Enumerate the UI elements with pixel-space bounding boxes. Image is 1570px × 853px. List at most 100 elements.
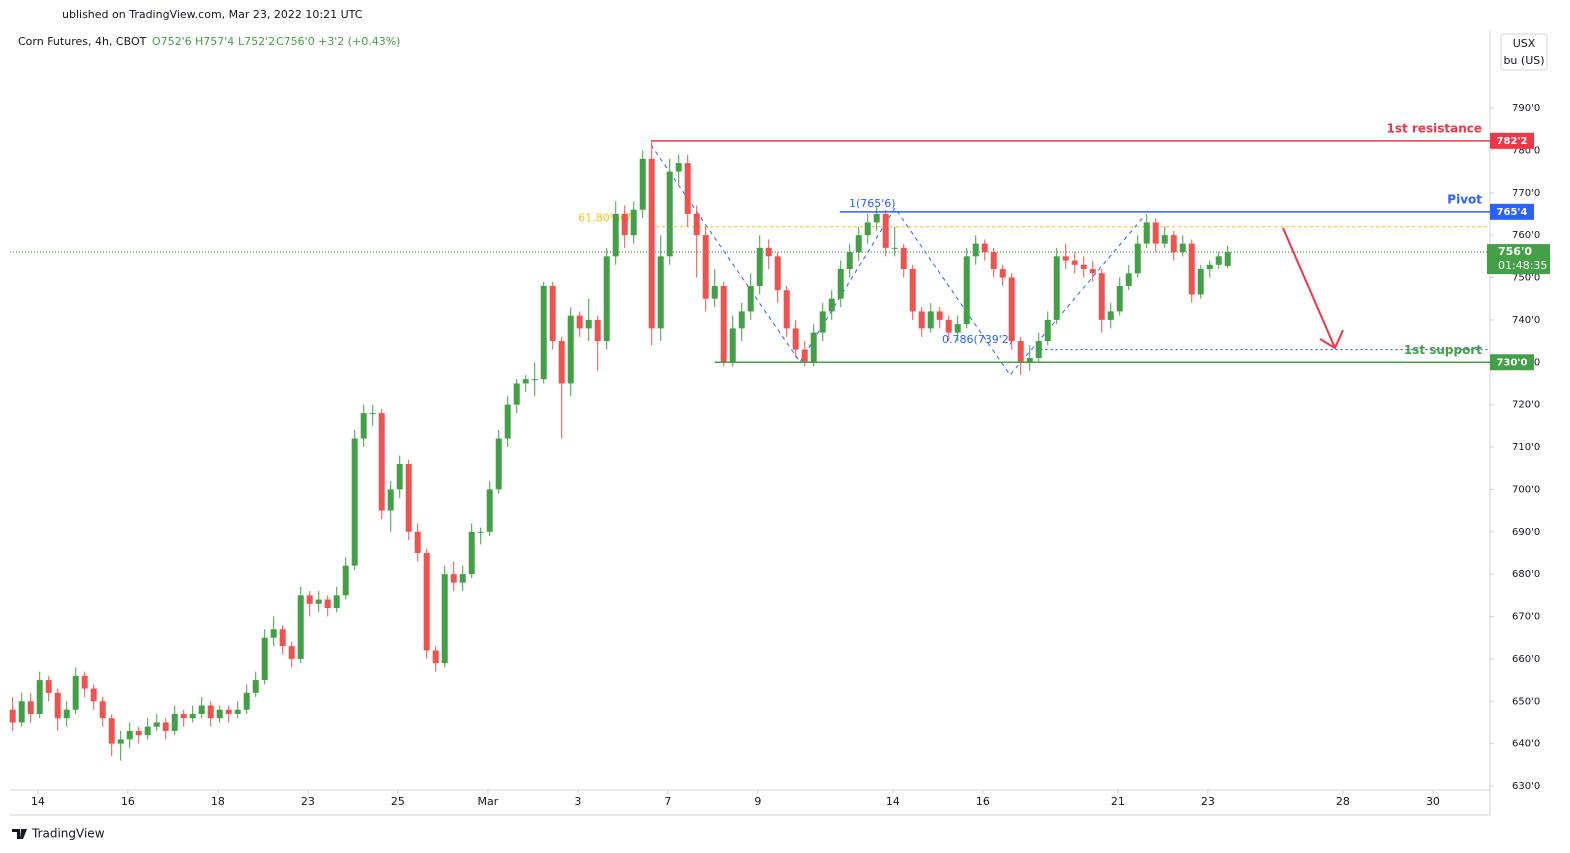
- y-tick-label: 710'0: [1512, 442, 1540, 453]
- logo: [12, 829, 27, 839]
- candle-body: [684, 163, 691, 214]
- candle-body: [243, 692, 250, 710]
- candle-body: [693, 213, 700, 236]
- candle-body: [783, 290, 790, 329]
- candle-body: [117, 739, 124, 744]
- candle-body: [171, 713, 178, 731]
- candle-body: [531, 379, 538, 381]
- candle-body: [477, 531, 484, 533]
- level-label: 765'4: [1497, 207, 1528, 218]
- candle-body: [990, 252, 997, 270]
- y-tick-label: 780'0: [1512, 145, 1540, 156]
- y-tick-label: 660'0: [1512, 654, 1540, 665]
- candle-body: [666, 171, 673, 257]
- currency-box[interactable]: [1500, 33, 1548, 71]
- candle-body: [108, 718, 115, 744]
- candle-body: [855, 235, 862, 253]
- candle-body: [162, 722, 169, 731]
- y-tick-label: 760'0: [1512, 230, 1540, 241]
- candle-body: [207, 705, 214, 719]
- candle-body: [846, 252, 853, 270]
- y-tick-label: 790'0: [1512, 103, 1540, 114]
- candle-body: [432, 650, 439, 664]
- candle-body: [909, 269, 916, 312]
- candle-body: [1197, 269, 1204, 295]
- x-tick-label: 14: [886, 795, 900, 808]
- price-box: [1487, 244, 1550, 275]
- candle-body: [945, 319, 952, 333]
- unit: bu (US): [1503, 54, 1544, 67]
- candle-body: [81, 675, 88, 689]
- x-tick-label: 23: [301, 795, 315, 808]
- candle-body: [630, 209, 637, 236]
- published: ublished on TradingView.com, Mar 23, 202…: [62, 8, 363, 21]
- candle-body: [405, 463, 412, 532]
- countdown: 01:48:35: [1498, 259, 1547, 272]
- y-tick-label: 770'0: [1512, 188, 1540, 199]
- candle-body: [927, 311, 934, 329]
- candle-body: [315, 599, 322, 604]
- candle-body: [549, 285, 556, 342]
- candle-body: [864, 222, 871, 236]
- candle-body: [747, 285, 754, 312]
- candle-body: [144, 726, 151, 736]
- candle-body: [1053, 256, 1060, 320]
- brand: TradingView: [31, 827, 105, 841]
- candle-body: [540, 285, 547, 380]
- candle-body: [495, 438, 502, 490]
- level-name: 1st resistance: [1387, 121, 1483, 135]
- candle-body: [54, 692, 61, 719]
- y-tick-label: 670'0: [1512, 612, 1540, 623]
- candle-body: [1071, 260, 1078, 265]
- candle-body: [522, 379, 529, 384]
- candle-body: [1035, 341, 1042, 359]
- y-tick-label: 650'0: [1512, 696, 1540, 707]
- candle-body: [36, 680, 43, 714]
- candle-body: [378, 413, 385, 511]
- arrow: [1282, 227, 1344, 350]
- candle-body: [9, 709, 16, 723]
- candle-body: [1044, 319, 1051, 342]
- candle-body: [216, 709, 223, 719]
- candle-body: [45, 680, 52, 693]
- candle-body: [63, 709, 70, 719]
- candle-body: [234, 709, 241, 714]
- candle-body: [1152, 222, 1159, 244]
- candle-body: [819, 311, 826, 333]
- candle-body: [99, 701, 106, 719]
- candle-body: [153, 722, 160, 727]
- candle-body: [828, 298, 835, 312]
- x-tick-label: 23: [1201, 795, 1215, 808]
- candle-body: [468, 531, 475, 575]
- x-tick-label: 18: [211, 795, 225, 808]
- candle-body: [837, 269, 844, 299]
- candle-body: [180, 713, 187, 719]
- candle-body: [1107, 311, 1114, 320]
- candle-body: [324, 599, 331, 609]
- candle-body: [360, 413, 367, 439]
- candle-body: [621, 213, 628, 236]
- x-tick-label: 16: [121, 795, 135, 808]
- candle-body: [585, 319, 592, 329]
- candle-body: [450, 574, 457, 583]
- currency: USX: [1513, 37, 1536, 50]
- candle-body: [261, 637, 268, 681]
- candle-body: [1026, 358, 1033, 363]
- x-tick-label: 7: [664, 795, 671, 808]
- candle-body: [954, 324, 961, 333]
- y-tick-label: 640'0: [1512, 739, 1540, 750]
- fib-label: 0.786(739'2): [942, 333, 1013, 346]
- symbol: Corn Futures, 4h, CBOT: [18, 35, 147, 48]
- candle-body: [972, 243, 979, 257]
- y-tick-label: 720'0: [1512, 400, 1540, 411]
- candle-body: [981, 243, 988, 253]
- close: C756'0: [276, 35, 315, 48]
- level-label: 730'0: [1497, 357, 1528, 368]
- candle-body: [891, 247, 898, 249]
- candle-body: [1080, 264, 1087, 270]
- candle-body: [936, 311, 943, 320]
- candle-body: [711, 285, 718, 299]
- candle-body: [657, 256, 664, 329]
- candle-body: [342, 565, 349, 596]
